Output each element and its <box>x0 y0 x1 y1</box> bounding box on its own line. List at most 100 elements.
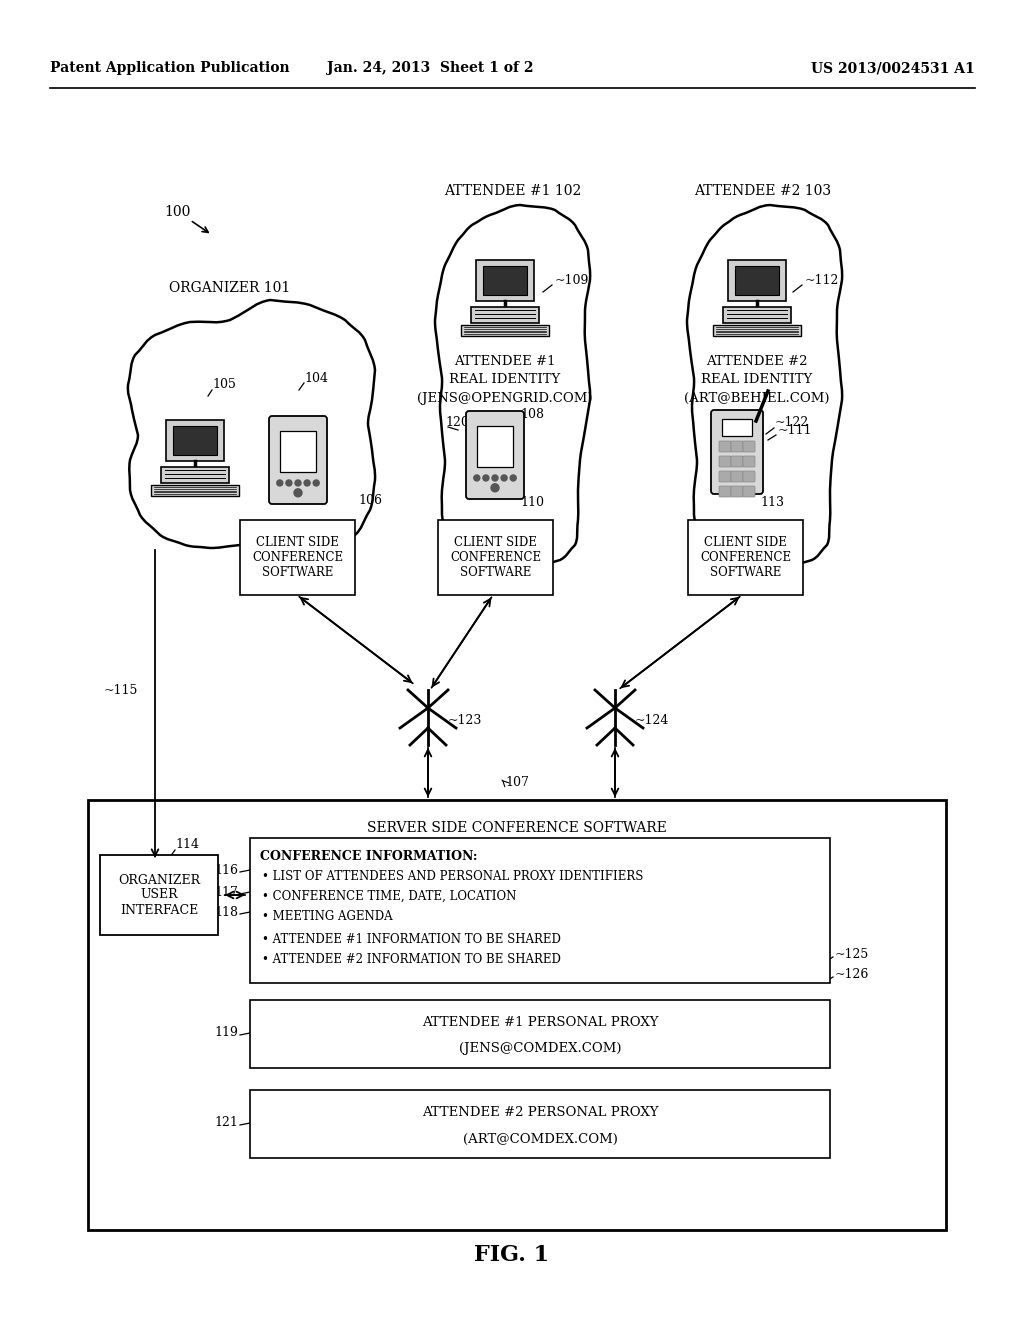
Text: ~125: ~125 <box>835 949 869 961</box>
FancyBboxPatch shape <box>482 265 527 296</box>
FancyBboxPatch shape <box>731 441 743 451</box>
FancyBboxPatch shape <box>476 260 534 301</box>
FancyBboxPatch shape <box>713 325 801 335</box>
Circle shape <box>276 480 283 486</box>
FancyBboxPatch shape <box>240 520 355 595</box>
Text: (JENS@OPENGRID.COM): (JENS@OPENGRID.COM) <box>417 392 593 405</box>
FancyBboxPatch shape <box>743 471 755 482</box>
Text: ATTENDEE #2 103: ATTENDEE #2 103 <box>694 183 831 198</box>
Text: 117: 117 <box>214 886 238 899</box>
FancyBboxPatch shape <box>734 265 779 296</box>
Circle shape <box>510 475 516 480</box>
Text: • LIST OF ATTENDEES AND PERSONAL PROXY IDENTIFIERS: • LIST OF ATTENDEES AND PERSONAL PROXY I… <box>262 870 643 883</box>
Text: ~122: ~122 <box>775 416 809 429</box>
FancyBboxPatch shape <box>166 420 223 461</box>
FancyBboxPatch shape <box>723 306 792 323</box>
Text: CLIENT SIDE
CONFERENCE
SOFTWARE: CLIENT SIDE CONFERENCE SOFTWARE <box>252 536 343 579</box>
Text: FIG. 1: FIG. 1 <box>474 1243 550 1266</box>
Text: 110: 110 <box>520 496 544 510</box>
Text: ~123: ~123 <box>449 714 482 726</box>
Text: ATTENDEE #1: ATTENDEE #1 <box>455 355 556 368</box>
FancyBboxPatch shape <box>711 411 763 494</box>
Text: 105: 105 <box>212 379 236 392</box>
Text: • ATTENDEE #1 INFORMATION TO BE SHARED: • ATTENDEE #1 INFORMATION TO BE SHARED <box>262 933 561 946</box>
Circle shape <box>286 480 292 486</box>
Text: ~126: ~126 <box>835 969 869 982</box>
FancyBboxPatch shape <box>438 520 553 595</box>
FancyBboxPatch shape <box>477 426 513 467</box>
Circle shape <box>501 475 507 480</box>
FancyBboxPatch shape <box>719 486 731 498</box>
Text: (ART@COMDEX.COM): (ART@COMDEX.COM) <box>463 1133 617 1146</box>
Text: (ART@BEHIEL.COM): (ART@BEHIEL.COM) <box>684 392 829 405</box>
Text: 114: 114 <box>175 838 199 851</box>
Text: ATTENDEE #2: ATTENDEE #2 <box>707 355 808 368</box>
FancyBboxPatch shape <box>151 484 239 496</box>
Circle shape <box>304 480 310 486</box>
FancyBboxPatch shape <box>461 325 549 335</box>
Text: ~112: ~112 <box>805 273 840 286</box>
FancyBboxPatch shape <box>280 432 316 473</box>
PathPatch shape <box>435 205 590 568</box>
FancyBboxPatch shape <box>269 416 327 504</box>
Text: Patent Application Publication: Patent Application Publication <box>50 61 290 75</box>
Text: ~115: ~115 <box>103 684 138 697</box>
Circle shape <box>294 488 302 496</box>
Text: ~111: ~111 <box>778 424 812 437</box>
Text: 116: 116 <box>214 863 238 876</box>
Text: 100: 100 <box>165 205 191 219</box>
Text: ATTENDEE #1 102: ATTENDEE #1 102 <box>444 183 582 198</box>
Text: ~109: ~109 <box>555 273 590 286</box>
Text: ORGANIZER 101: ORGANIZER 101 <box>169 281 291 294</box>
Text: 120: 120 <box>445 416 469 429</box>
FancyBboxPatch shape <box>173 426 217 455</box>
FancyBboxPatch shape <box>719 441 731 451</box>
Circle shape <box>474 475 480 480</box>
FancyBboxPatch shape <box>731 455 743 467</box>
Text: 118: 118 <box>214 906 238 919</box>
Circle shape <box>490 484 499 492</box>
Text: 113: 113 <box>760 496 784 510</box>
FancyBboxPatch shape <box>719 471 731 482</box>
Text: • MEETING AGENDA: • MEETING AGENDA <box>262 909 392 923</box>
FancyBboxPatch shape <box>466 411 524 499</box>
FancyBboxPatch shape <box>743 486 755 498</box>
PathPatch shape <box>128 300 375 550</box>
Text: 121: 121 <box>214 1117 238 1130</box>
FancyBboxPatch shape <box>161 466 229 483</box>
Text: SERVER SIDE CONFERENCE SOFTWARE: SERVER SIDE CONFERENCE SOFTWARE <box>367 821 667 836</box>
Circle shape <box>313 480 319 486</box>
Text: 107: 107 <box>505 776 528 788</box>
FancyBboxPatch shape <box>731 471 743 482</box>
FancyBboxPatch shape <box>722 420 752 437</box>
FancyBboxPatch shape <box>688 520 803 595</box>
Text: CLIENT SIDE
CONFERENCE
SOFTWARE: CLIENT SIDE CONFERENCE SOFTWARE <box>450 536 541 579</box>
Text: • CONFERENCE TIME, DATE, LOCATION: • CONFERENCE TIME, DATE, LOCATION <box>262 890 516 903</box>
FancyBboxPatch shape <box>731 486 743 498</box>
FancyBboxPatch shape <box>250 1001 830 1068</box>
Text: • ATTENDEE #2 INFORMATION TO BE SHARED: • ATTENDEE #2 INFORMATION TO BE SHARED <box>262 953 561 966</box>
Text: ORGANIZER
USER
INTERFACE: ORGANIZER USER INTERFACE <box>118 874 200 916</box>
FancyBboxPatch shape <box>743 441 755 451</box>
Text: US 2013/0024531 A1: US 2013/0024531 A1 <box>811 61 975 75</box>
Circle shape <box>483 475 488 480</box>
Text: ~124: ~124 <box>635 714 670 726</box>
Text: CONFERENCE INFORMATION:: CONFERENCE INFORMATION: <box>260 850 477 863</box>
Text: ATTENDEE #2 PERSONAL PROXY: ATTENDEE #2 PERSONAL PROXY <box>422 1106 658 1119</box>
Text: Jan. 24, 2013  Sheet 1 of 2: Jan. 24, 2013 Sheet 1 of 2 <box>327 61 534 75</box>
Text: 119: 119 <box>214 1027 238 1040</box>
FancyBboxPatch shape <box>743 455 755 467</box>
Circle shape <box>295 480 301 486</box>
Text: 106: 106 <box>358 494 382 507</box>
Text: 104: 104 <box>304 371 328 384</box>
FancyBboxPatch shape <box>728 260 785 301</box>
PathPatch shape <box>687 205 842 568</box>
FancyBboxPatch shape <box>719 455 731 467</box>
FancyBboxPatch shape <box>471 306 540 323</box>
Text: REAL IDENTITY: REAL IDENTITY <box>450 374 560 385</box>
FancyBboxPatch shape <box>88 800 946 1230</box>
Circle shape <box>492 475 498 480</box>
Text: 108: 108 <box>520 408 544 421</box>
FancyBboxPatch shape <box>100 855 218 935</box>
Text: ATTENDEE #1 PERSONAL PROXY: ATTENDEE #1 PERSONAL PROXY <box>422 1016 658 1030</box>
